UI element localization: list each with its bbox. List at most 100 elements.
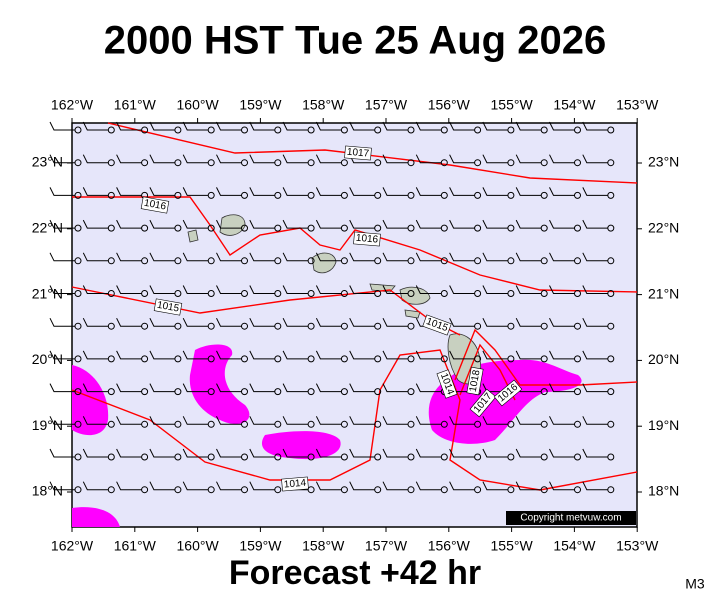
barb bbox=[49, 416, 75, 425]
barb bbox=[182, 187, 209, 196]
barb bbox=[515, 121, 542, 131]
barb bbox=[382, 219, 408, 229]
barb bbox=[82, 383, 109, 393]
barb bbox=[49, 350, 75, 360]
barb bbox=[382, 154, 408, 164]
lon-label: 159°W bbox=[239, 538, 282, 554]
barb bbox=[82, 252, 109, 262]
barb bbox=[282, 187, 309, 196]
barb bbox=[382, 350, 408, 360]
isobar-label-box bbox=[436, 369, 458, 399]
barb bbox=[349, 252, 375, 262]
lon-label: 159°W bbox=[239, 97, 282, 113]
barb bbox=[482, 154, 508, 164]
barb bbox=[449, 121, 475, 131]
barb bbox=[449, 187, 475, 196]
barb bbox=[415, 121, 442, 131]
copyright-box bbox=[506, 511, 636, 525]
barb bbox=[82, 154, 109, 164]
barb bbox=[216, 219, 242, 229]
barb bbox=[249, 350, 275, 360]
barb bbox=[282, 350, 309, 360]
barb bbox=[49, 219, 75, 229]
lon-label: 156°W bbox=[428, 538, 471, 554]
barb bbox=[216, 317, 242, 327]
barb bbox=[249, 383, 275, 393]
barb bbox=[349, 481, 375, 491]
map-code: M3 bbox=[685, 576, 705, 592]
barb bbox=[349, 416, 375, 425]
barb bbox=[449, 252, 475, 262]
barb bbox=[49, 481, 75, 491]
barb bbox=[382, 481, 408, 491]
barb bbox=[582, 416, 608, 425]
barb bbox=[549, 448, 575, 458]
barb bbox=[549, 252, 575, 262]
barb bbox=[549, 383, 575, 393]
barb bbox=[382, 416, 408, 425]
barb bbox=[249, 416, 275, 425]
isobar-label: 1016 bbox=[143, 198, 167, 213]
isobar-label-box bbox=[153, 298, 183, 316]
barb bbox=[315, 219, 342, 229]
barb bbox=[515, 448, 542, 458]
title: 2000 HST Tue 25 Aug 2026 bbox=[104, 19, 606, 63]
barb bbox=[415, 481, 442, 491]
barb bbox=[249, 317, 275, 327]
barb bbox=[582, 350, 608, 360]
barb bbox=[549, 121, 575, 131]
lat-label: 19°N bbox=[32, 417, 63, 433]
barb bbox=[182, 219, 209, 229]
lat-label: 21°N bbox=[648, 285, 679, 301]
isobar-label-box bbox=[469, 388, 497, 418]
barb bbox=[582, 448, 608, 458]
forecast-label: Forecast +42 hr bbox=[229, 554, 481, 592]
barb bbox=[182, 317, 209, 327]
lat-label: 23°N bbox=[648, 154, 679, 170]
isobar-label-group: 1017 bbox=[344, 145, 372, 161]
barb bbox=[182, 252, 209, 262]
barb bbox=[349, 121, 375, 131]
barb bbox=[216, 285, 242, 294]
barb bbox=[315, 481, 342, 491]
barb bbox=[415, 350, 442, 360]
barb bbox=[216, 187, 242, 196]
barb bbox=[82, 350, 109, 360]
barb bbox=[315, 252, 342, 262]
barb bbox=[315, 350, 342, 360]
barb bbox=[349, 219, 375, 229]
barb bbox=[216, 448, 242, 458]
lon-label: 155°W bbox=[491, 97, 534, 113]
barb bbox=[582, 219, 608, 229]
lon-label: 160°W bbox=[177, 538, 220, 554]
barb bbox=[582, 187, 608, 196]
lat-label: 20°N bbox=[32, 351, 63, 367]
barb bbox=[315, 317, 342, 327]
barb bbox=[49, 448, 75, 458]
lon-label: 161°W bbox=[114, 97, 157, 113]
barb bbox=[582, 383, 608, 393]
barb bbox=[149, 219, 175, 229]
barb bbox=[349, 317, 375, 327]
barb bbox=[449, 350, 475, 360]
barb bbox=[282, 317, 309, 327]
barb bbox=[549, 416, 575, 425]
barb bbox=[482, 219, 508, 229]
isobar-label-box bbox=[493, 379, 523, 407]
barb bbox=[216, 416, 242, 425]
barb bbox=[149, 121, 175, 131]
lon-label: 155°W bbox=[491, 538, 534, 554]
barb bbox=[249, 219, 275, 229]
barb bbox=[82, 187, 109, 196]
barb bbox=[449, 219, 475, 229]
barb bbox=[116, 416, 142, 425]
barb bbox=[515, 285, 542, 294]
isobar-label-box bbox=[140, 196, 170, 214]
barb bbox=[182, 448, 209, 458]
barb bbox=[116, 481, 142, 491]
lon-label: 154°W bbox=[553, 538, 596, 554]
barb bbox=[182, 383, 209, 393]
lat-label: 18°N bbox=[32, 483, 63, 499]
barb bbox=[349, 383, 375, 393]
